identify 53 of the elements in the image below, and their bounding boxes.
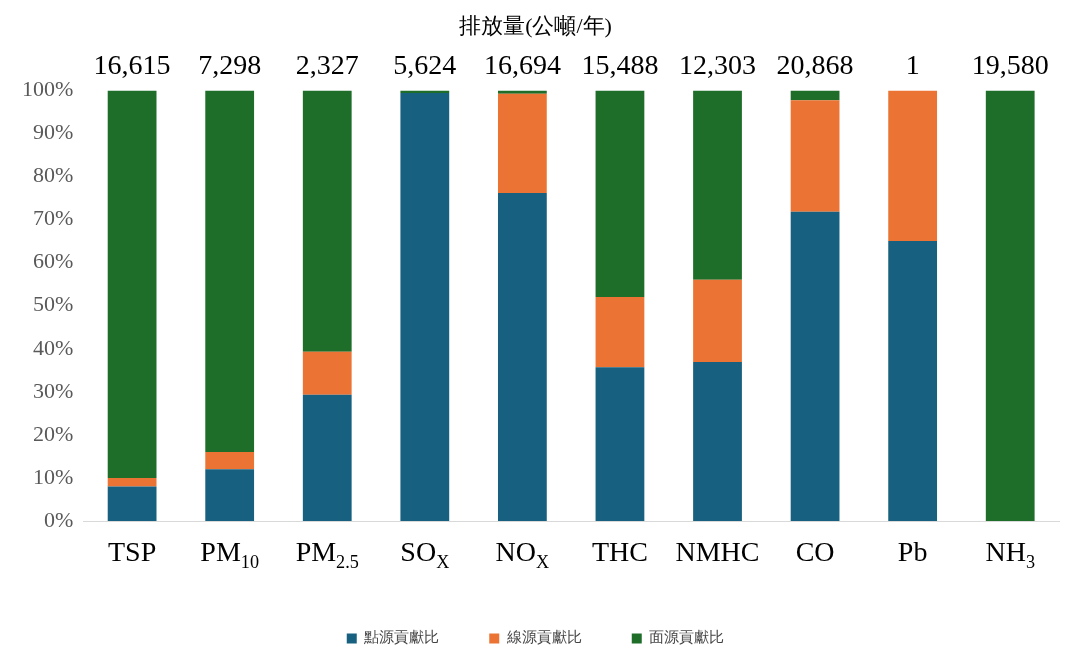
y-tick-label: 0% <box>44 506 74 532</box>
bar <box>205 469 255 521</box>
y-tick-label: 70% <box>33 205 74 231</box>
bar <box>595 297 645 368</box>
bar <box>985 90 1035 521</box>
y-tick-label: 20% <box>33 420 74 446</box>
chart-title: 排放量(公噸/年) <box>459 12 612 38</box>
x-tick-label: NMHC <box>675 536 760 567</box>
bar <box>107 486 157 521</box>
text: 16,615 <box>93 49 171 81</box>
legend-label: 線源貢獻比 <box>505 629 582 646</box>
bar <box>107 90 157 478</box>
x-tick-label: CO <box>795 536 835 567</box>
bar <box>497 93 547 193</box>
bar <box>595 90 645 298</box>
bar <box>497 192 547 521</box>
y-tick-label: 90% <box>33 119 74 145</box>
bar <box>107 477 157 487</box>
bar <box>302 394 352 521</box>
y-tick-label: 30% <box>33 377 74 403</box>
text: 1 <box>905 49 920 81</box>
text: 20,868 <box>776 49 854 81</box>
bar <box>790 100 840 212</box>
bar <box>693 279 742 363</box>
legend-label: 點源貢獻比 <box>363 629 440 646</box>
y-tick-label: 60% <box>33 248 74 274</box>
y-tick-label: 80% <box>33 162 74 188</box>
text: 16,694 <box>483 49 561 81</box>
y-tick-label: 40% <box>33 334 74 360</box>
text: 2,327 <box>295 49 359 81</box>
text: 12,303 <box>679 49 757 81</box>
bar <box>888 241 938 521</box>
bar <box>205 452 255 470</box>
x-tick-label: Pb <box>897 536 928 567</box>
bar <box>302 90 352 352</box>
text: 7,298 <box>198 49 262 81</box>
bar <box>400 92 450 521</box>
bar <box>888 90 938 242</box>
x-tick-label: TSP <box>107 536 157 567</box>
y-tick-label: 50% <box>33 291 74 317</box>
y-tick-label: 100% <box>22 76 74 102</box>
text: 5,624 <box>393 49 457 81</box>
legend-label: 面源貢獻比 <box>649 629 725 646</box>
bar <box>790 211 840 521</box>
bar <box>693 362 742 521</box>
text: 19,580 <box>971 49 1049 81</box>
bar <box>595 367 645 521</box>
text: 15,488 <box>581 49 659 81</box>
bar <box>693 90 742 280</box>
bar <box>205 90 255 453</box>
y-tick-label: 10% <box>33 463 74 489</box>
x-tick-label: THC <box>591 536 648 567</box>
bar <box>302 351 352 395</box>
